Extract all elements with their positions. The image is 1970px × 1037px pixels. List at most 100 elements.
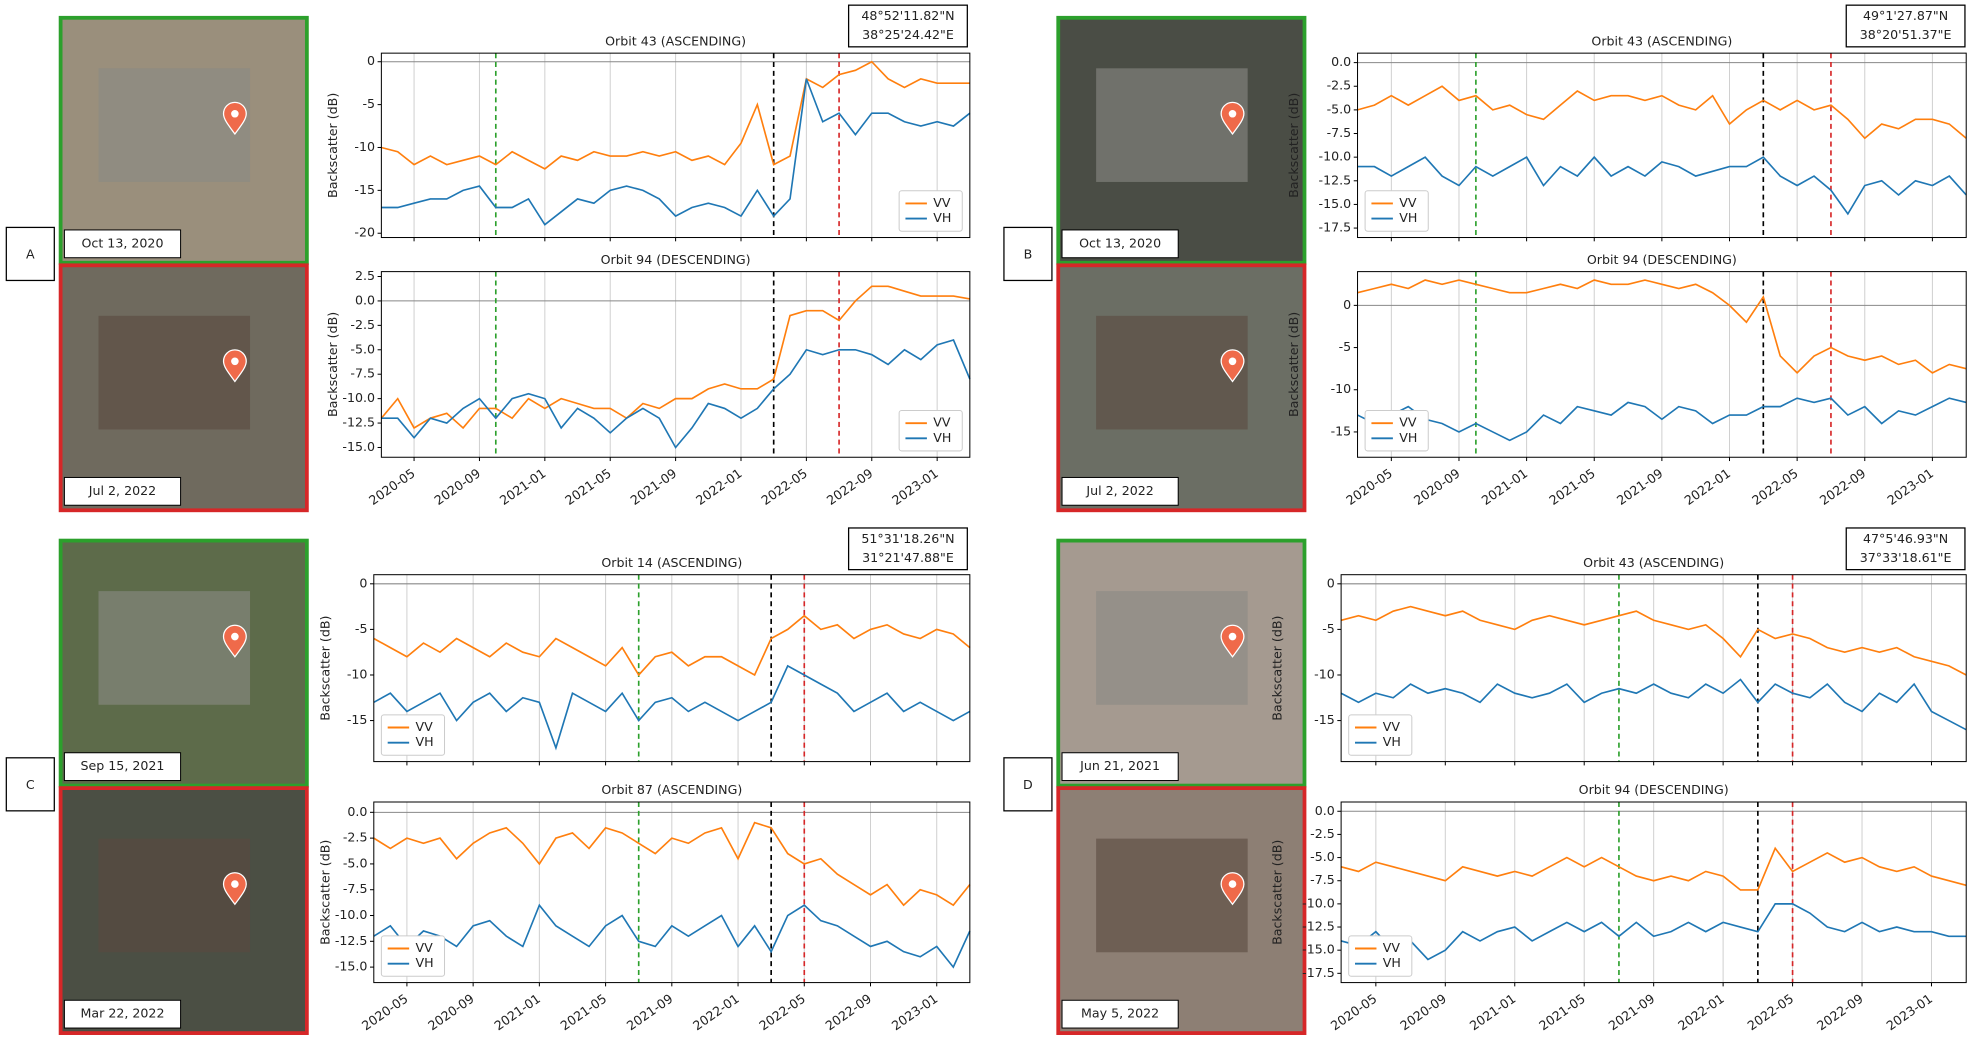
coords-text: 47°5'46.93"N bbox=[1863, 531, 1948, 546]
x-tick-label: 2021-01 bbox=[491, 991, 543, 1034]
y-tick-label: -10 bbox=[1314, 666, 1335, 681]
x-tick-label: 2022-01 bbox=[690, 991, 742, 1034]
x-tick-label: 2021-05 bbox=[1546, 465, 1598, 508]
y-axis-label: Backscatter (dB) bbox=[317, 616, 332, 721]
image-caption: Mar 22, 2022 bbox=[81, 1006, 165, 1021]
x-tick-label: 2022-05 bbox=[1745, 991, 1797, 1034]
y-tick-label: -15 bbox=[347, 712, 368, 727]
y-tick-label: 0 bbox=[359, 575, 367, 590]
legend-box bbox=[898, 410, 963, 452]
x-tick-label: 2021-09 bbox=[624, 991, 676, 1034]
image-caption: Sep 15, 2021 bbox=[81, 758, 165, 773]
x-tick-label: 2021-05 bbox=[1536, 991, 1588, 1034]
location-pin-dot bbox=[231, 357, 239, 366]
legend-box bbox=[380, 935, 446, 977]
image-caption: Jul 2, 2022 bbox=[88, 483, 156, 498]
series-line bbox=[381, 60, 970, 170]
image-feature bbox=[98, 838, 251, 953]
y-tick-label: 0 bbox=[367, 53, 375, 68]
legend-label: VH bbox=[933, 430, 951, 445]
legend-box bbox=[1364, 410, 1429, 452]
series-line bbox=[373, 821, 971, 907]
chart-title: Orbit 43 (ASCENDING) bbox=[1591, 33, 1732, 48]
x-tick-label: 2022-05 bbox=[1749, 465, 1801, 508]
x-tick-label: 2022-09 bbox=[822, 991, 874, 1034]
legend-label: VV bbox=[933, 415, 951, 430]
chart-title: Orbit 94 (DESCENDING) bbox=[1587, 252, 1737, 267]
x-tick-label: 2023-01 bbox=[1883, 991, 1935, 1034]
y-tick-label: -5 bbox=[1339, 339, 1352, 354]
y-tick-label: -15 bbox=[354, 182, 375, 197]
legend-label: VH bbox=[1383, 734, 1401, 749]
chart-title: Orbit 14 (ASCENDING) bbox=[601, 555, 742, 570]
location-pin bbox=[1220, 624, 1245, 658]
coords-text: 37°33'18.61"E bbox=[1860, 550, 1952, 565]
image-caption-box bbox=[63, 752, 182, 782]
x-tick-label: 2020-05 bbox=[1343, 465, 1395, 508]
image-caption-box bbox=[1061, 999, 1179, 1029]
location-pin-dot bbox=[1228, 632, 1237, 641]
y-tick-label: -20 bbox=[354, 225, 375, 240]
coords-text: 31°21'47.88"E bbox=[862, 550, 954, 565]
axes-frame bbox=[1357, 271, 1967, 458]
location-pin bbox=[222, 872, 247, 906]
x-tick-label: 2020-09 bbox=[431, 465, 483, 508]
legend-label: VV bbox=[1399, 195, 1417, 210]
legend-label: VV bbox=[1383, 940, 1401, 955]
chart-title: Orbit 94 (DESCENDING) bbox=[1579, 782, 1729, 797]
y-axis-label: Backscatter (dB) bbox=[1286, 312, 1301, 417]
x-tick-label: 2020-05 bbox=[1328, 991, 1380, 1034]
location-pin-dot bbox=[231, 109, 239, 118]
panel-letter: A bbox=[26, 247, 35, 262]
x-tick-label: 2021-05 bbox=[558, 991, 610, 1034]
y-tick-label: -10.0 bbox=[342, 390, 375, 405]
image-caption-box bbox=[1061, 476, 1179, 506]
y-tick-label: -12.5 bbox=[1302, 919, 1335, 934]
y-tick-label: -15.0 bbox=[342, 439, 375, 454]
series-line bbox=[1357, 279, 1967, 375]
y-axis-label: Backscatter (dB) bbox=[1286, 93, 1301, 198]
image-caption: Jul 2, 2022 bbox=[1085, 483, 1153, 498]
y-tick-label: -7.5 bbox=[343, 881, 368, 896]
x-tick-label: 2022-01 bbox=[693, 465, 745, 508]
panel-letter: D bbox=[1023, 777, 1033, 792]
y-tick-label: -2.5 bbox=[1310, 826, 1335, 841]
y-tick-label: -7.5 bbox=[1327, 125, 1352, 140]
image-feature bbox=[98, 315, 251, 430]
y-tick-label: -10.0 bbox=[335, 907, 368, 922]
axes-frame bbox=[373, 574, 971, 763]
y-tick-label: -2.5 bbox=[350, 317, 375, 332]
y-tick-label: -5.0 bbox=[1327, 101, 1352, 116]
legend-label: VV bbox=[933, 195, 951, 210]
y-tick-label: -2.5 bbox=[343, 830, 368, 845]
legend-box bbox=[1348, 714, 1413, 756]
x-tick-label: 2020-05 bbox=[366, 465, 418, 508]
chart-title: Orbit 87 (ASCENDING) bbox=[601, 782, 742, 797]
legend-label: VH bbox=[1399, 430, 1417, 445]
y-tick-label: -15 bbox=[1314, 712, 1335, 727]
coords-text: 48°52'11.82"N bbox=[861, 8, 954, 23]
x-tick-label: 2021-05 bbox=[562, 465, 614, 508]
y-tick-label: -12.5 bbox=[1319, 172, 1352, 187]
coords-box bbox=[847, 527, 968, 571]
axes-frame bbox=[1340, 801, 1967, 984]
image-caption-box bbox=[63, 999, 182, 1029]
axes-frame bbox=[380, 271, 971, 458]
coords-text: 51°31'18.26"N bbox=[861, 531, 954, 546]
y-tick-label: -15.0 bbox=[335, 959, 368, 974]
x-tick-label: 2021-09 bbox=[1606, 991, 1658, 1034]
y-tick-label: -15 bbox=[1331, 423, 1352, 438]
series-line bbox=[1340, 846, 1967, 891]
location-pin bbox=[222, 349, 247, 383]
x-tick-label: 2022-01 bbox=[1681, 465, 1733, 508]
series-line bbox=[1340, 903, 1967, 961]
x-tick-label: 2022-09 bbox=[824, 465, 876, 508]
location-pin bbox=[1220, 349, 1245, 383]
y-tick-label: 0.0 bbox=[1331, 54, 1351, 69]
series-line bbox=[380, 285, 970, 430]
y-tick-label: -10 bbox=[354, 139, 375, 154]
coords-text: 38°20'51.37"E bbox=[1860, 27, 1952, 42]
y-tick-label: -2.5 bbox=[1327, 78, 1352, 93]
series-line bbox=[1340, 678, 1967, 731]
image-caption-box bbox=[63, 476, 182, 506]
